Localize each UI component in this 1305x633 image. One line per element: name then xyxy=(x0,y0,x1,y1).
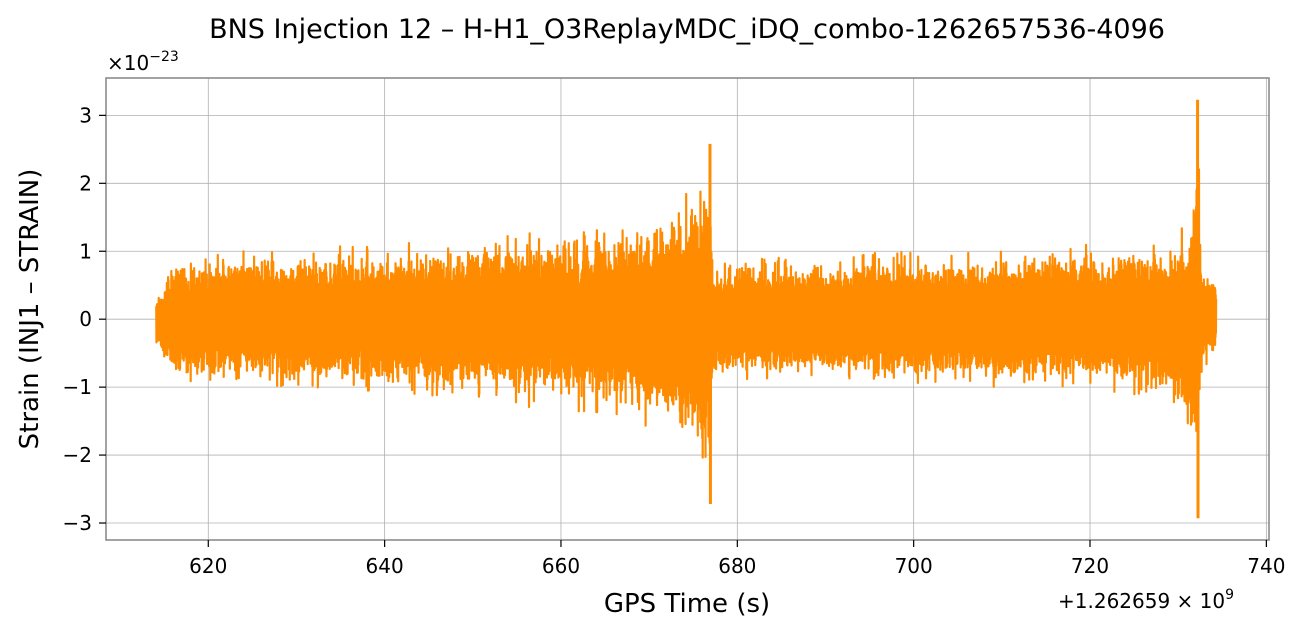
x-axis-ticks: 620 640 660 680 700 720 740 xyxy=(189,540,1285,578)
x-offset-base: +1.262659 × 10 xyxy=(1058,589,1225,613)
strain-series-peaks xyxy=(708,99,1200,519)
plot-frame xyxy=(105,77,1270,541)
y-scale-factor: ×10−23 xyxy=(107,49,179,75)
x-tick-label: 660 xyxy=(542,554,580,578)
plot-area: 620 640 660 680 700 720 740 −3 −2 −1 0 1 2 3 xyxy=(63,77,1285,578)
x-tick-label: 740 xyxy=(1247,554,1285,578)
y-tick-label: −3 xyxy=(63,511,92,535)
x-tick-label: 680 xyxy=(718,554,756,578)
x-axis-label: GPS Time (s) xyxy=(604,589,770,619)
y-tick-label: 0 xyxy=(79,307,92,331)
y-axis-label: Strain (INJ1 – STRAIN) xyxy=(15,169,45,450)
y-scale-base: ×10 xyxy=(107,51,149,75)
y-tick-label: 2 xyxy=(79,171,92,195)
y-tick-label: −1 xyxy=(63,375,92,399)
x-tick-label: 620 xyxy=(189,554,227,578)
x-tick-label: 720 xyxy=(1071,554,1109,578)
y-tick-label: −2 xyxy=(63,443,92,467)
y-axis-ticks: −3 −2 −1 0 1 2 3 xyxy=(63,103,106,535)
strain-series-line xyxy=(155,168,1218,459)
x-tick-label: 640 xyxy=(366,554,404,578)
x-offset-exponent: 9 xyxy=(1225,587,1234,603)
x-offset-label: +1.262659 × 109 xyxy=(1058,587,1234,613)
y-tick-label: 3 xyxy=(79,103,92,127)
x-tick-label: 700 xyxy=(895,554,933,578)
y-tick-label: 1 xyxy=(79,239,92,263)
series-layer xyxy=(155,99,1218,519)
chart-title: BNS Injection 12 – H-H1_O3ReplayMDC_iDQ_… xyxy=(209,14,1165,45)
y-scale-exponent: −23 xyxy=(149,49,179,65)
